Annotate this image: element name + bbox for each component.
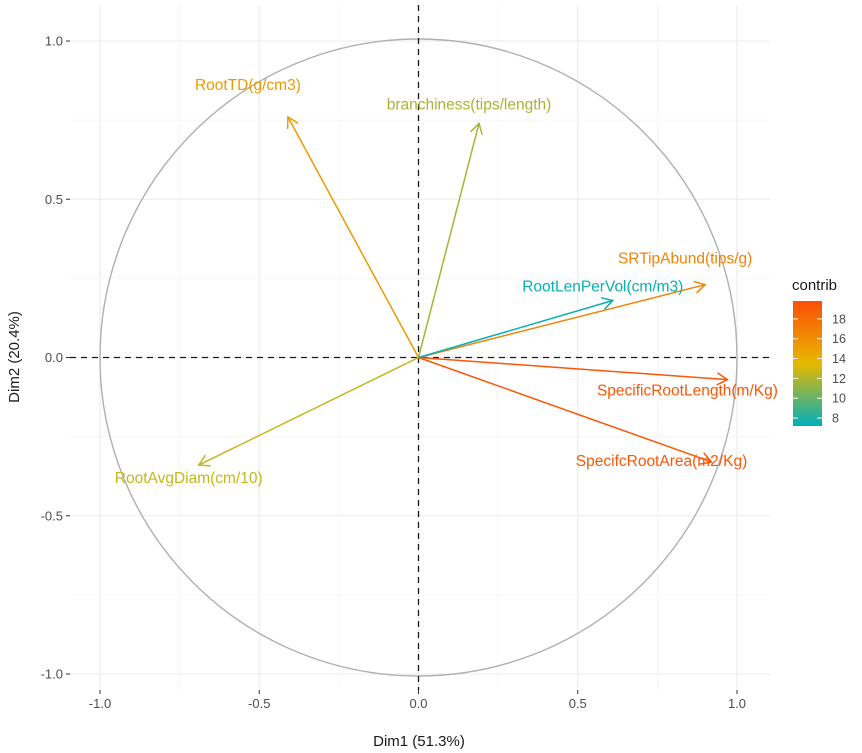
legend-title: contrib	[792, 277, 837, 294]
x-axis-title: Dim1 (51.3%)	[373, 733, 465, 750]
variable-vector	[418, 280, 707, 359]
vector-arrowhead	[286, 115, 299, 129]
variable-label: SRTipAbund(tips/g)	[618, 251, 752, 268]
vector-line	[418, 356, 712, 463]
vector-line	[417, 123, 480, 358]
variable-vector	[417, 121, 483, 358]
variable-vector	[418, 356, 729, 386]
vector-line	[287, 116, 420, 358]
vector-arrowhead	[693, 280, 707, 294]
vector-arrowhead	[470, 121, 483, 136]
y-tick-label: -1.0	[41, 667, 63, 682]
x-tick-label: 0.5	[569, 696, 587, 711]
vector-arrowhead	[197, 454, 211, 467]
legend-tick-label: 14	[832, 352, 846, 366]
vector-arrowhead	[699, 452, 713, 465]
vector-line	[418, 299, 613, 359]
variable-labels: RootTD(g/cm3) branchiness(tips/length) SRT…	[115, 77, 778, 487]
variable-label: SpecifcRootArea(m2/Kg)	[576, 453, 747, 470]
legend-tick-label: 18	[832, 312, 846, 326]
legend-colorbar	[793, 301, 822, 426]
variable-label: RootAvgDiam(cm/10)	[115, 470, 263, 487]
vector-line	[418, 283, 706, 359]
x-tick-label: -0.5	[248, 696, 270, 711]
variable-vectors	[197, 115, 729, 467]
x-tick-label: 1.0	[728, 696, 746, 711]
contrib-legend: contrib 8 10 12 14 16 18	[792, 277, 846, 426]
y-axis-title: Dim2 (20.4%)	[6, 311, 23, 403]
vector-arrowhead	[600, 296, 615, 310]
vector-line	[198, 356, 419, 466]
y-tick-label: 0.0	[45, 350, 63, 365]
variable-label: SpecificRootLength(m/Kg)	[597, 383, 778, 400]
x-tick-label: -1.0	[89, 696, 111, 711]
variable-vector	[197, 356, 419, 467]
variable-vector	[418, 356, 713, 465]
variable-vector	[418, 296, 615, 359]
axis-ticks: -1.0 -0.5 0.0 0.5 1.0 -1.0 -0.5 0.0 0.5 1.0	[41, 34, 746, 712]
variable-label: RootLenPerVol(cm/m3)	[522, 279, 683, 296]
variable-label: RootTD(g/cm3)	[195, 77, 301, 94]
vector-line	[418, 356, 728, 381]
x-tick-label: 0.0	[409, 696, 427, 711]
variable-label: branchiness(tips/length)	[387, 96, 552, 113]
legend-ticks: 8 10 12 14 16 18	[793, 312, 846, 426]
y-tick-label: 1.0	[45, 34, 63, 49]
vector-arrowhead	[716, 372, 729, 386]
legend-tick-label: 8	[832, 412, 839, 426]
legend-tick-label: 10	[832, 392, 846, 406]
legend-tick-label: 12	[832, 372, 846, 386]
legend-tick-label: 16	[832, 332, 846, 346]
y-tick-label: -0.5	[41, 508, 63, 523]
variable-vector	[286, 115, 420, 358]
y-tick-label: 0.5	[45, 192, 63, 207]
